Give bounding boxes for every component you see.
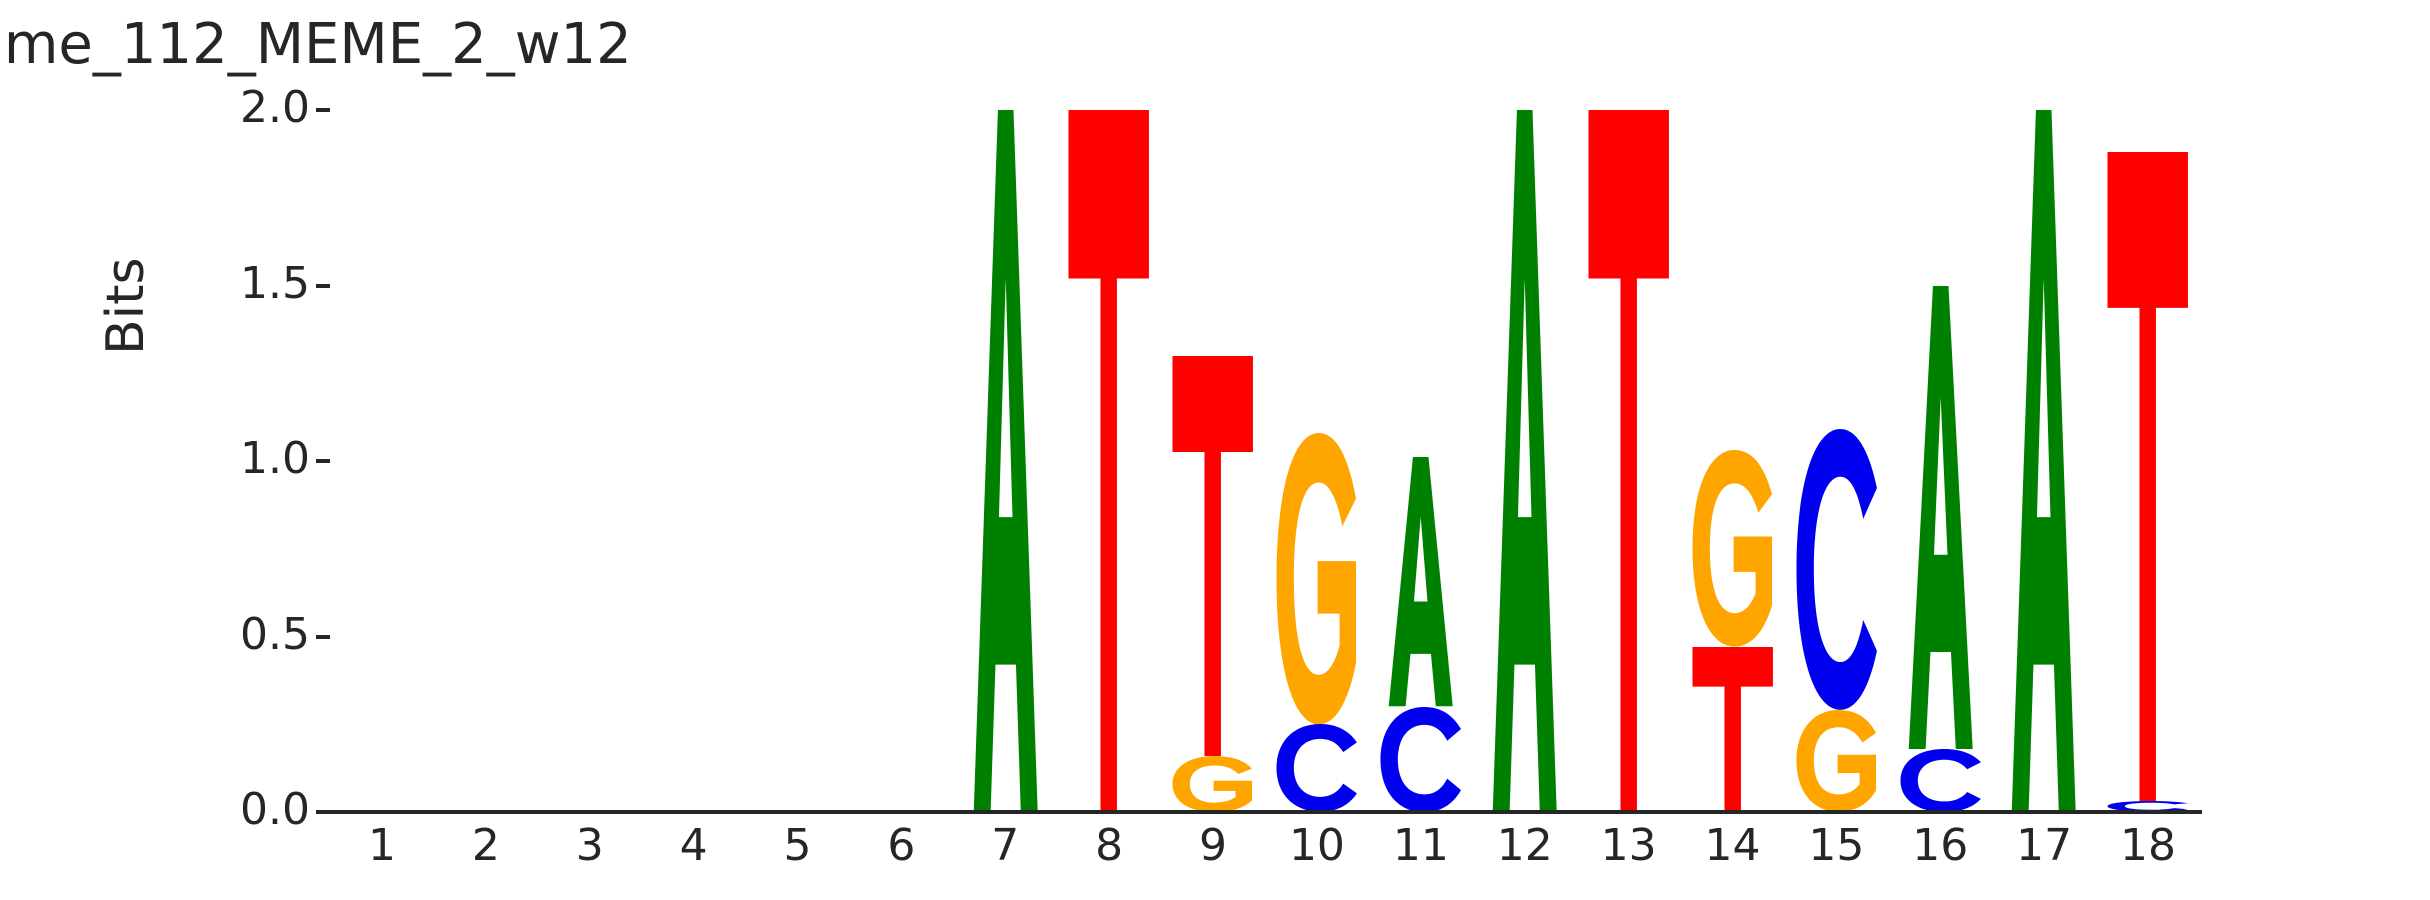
x-tick-label: 14 — [1704, 820, 1761, 871]
y-tick-label: 0.0 — [240, 784, 310, 835]
x-tick-label: 10 — [1288, 820, 1345, 871]
logo-letter-C-position-15 — [1791, 429, 1882, 711]
x-tick-label: 11 — [1392, 820, 1449, 871]
logo-stack-position-7 — [960, 110, 1051, 812]
y-tick-label: 0.5 — [240, 608, 310, 660]
y-tick-mark — [316, 283, 330, 288]
page-title: gimme_112_MEME_2_w12 — [0, 12, 632, 77]
y-tick-label: 2.0 — [240, 82, 310, 133]
x-axis-line — [330, 810, 2202, 814]
logo-letter-T-position-9 — [1167, 355, 1258, 756]
logo-stack-position-2 — [440, 110, 531, 812]
logo-stack-position-5 — [752, 110, 843, 812]
y-tick-mark — [316, 810, 330, 814]
logo-letter-A-position-11 — [1375, 457, 1466, 707]
logo-letter-C-position-11 — [1375, 706, 1466, 812]
logo-stack-position-17 — [1998, 110, 2089, 812]
x-tick-label: 13 — [1600, 820, 1657, 871]
logo-stack-position-6 — [856, 110, 947, 812]
logo-letter-C-position-10 — [1271, 724, 1362, 812]
logo-stack-position-13 — [1583, 110, 1674, 812]
logo-stack-position-15 — [1791, 110, 1882, 812]
logo-stack-position-1 — [336, 110, 427, 812]
logo-letter-G-position-10 — [1271, 432, 1362, 725]
y-axis-label: Bits — [96, 257, 156, 355]
x-tick-label: 4 — [679, 820, 708, 871]
logo-letter-G-position-14 — [1687, 450, 1778, 648]
x-tick-label: 8 — [1095, 820, 1124, 871]
x-tick-label: 6 — [887, 820, 916, 871]
logo-stack-position-4 — [648, 110, 739, 812]
logo-letter-G-position-15 — [1791, 710, 1882, 812]
y-tick-mark — [316, 459, 330, 463]
y-tick-label: 1.5 — [240, 257, 310, 309]
logo-stack-position-9 — [1167, 110, 1258, 812]
logo-letter-A-position-17 — [1998, 110, 2089, 812]
plot-area — [330, 110, 2200, 812]
x-tick-label: 17 — [2016, 820, 2073, 871]
logo-letter-T-position-14 — [1687, 647, 1778, 812]
y-axis-ticks: 0.0 0.5 1.0 1.5 2.0 — [170, 0, 330, 900]
logo-letter-A-position-7 — [960, 110, 1051, 812]
logo-letter-A-position-16 — [1895, 285, 1986, 749]
logo-stack-position-3 — [544, 110, 635, 812]
logo-letter-T-position-18 — [2102, 152, 2193, 802]
logo-letter-G-position-9 — [1167, 755, 1258, 812]
x-tick-label: 7 — [991, 820, 1020, 871]
logo-letter-C-position-18 — [2102, 801, 2193, 812]
x-axis-ticks: 1 2 3 4 5 6 7 8 9 10 11 12 13 14 15 16 17 18 — [330, 824, 2200, 894]
logo-letter-T-position-13 — [1583, 110, 1674, 812]
x-tick-label: 1 — [367, 820, 396, 871]
y-tick-mark — [316, 634, 330, 639]
y-tick-mark — [316, 108, 330, 112]
logo-stack-position-16 — [1895, 110, 1986, 812]
logo-stack-position-10 — [1271, 110, 1362, 812]
logo-letter-A-position-12 — [1479, 110, 1570, 812]
x-tick-label: 18 — [2120, 820, 2177, 871]
logo-stack-position-14 — [1687, 110, 1778, 812]
y-tick-label: 1.0 — [240, 433, 310, 484]
x-tick-label: 2 — [471, 820, 500, 871]
x-tick-label: 15 — [1808, 820, 1865, 871]
logo-letter-C-position-16 — [1895, 748, 1986, 812]
x-tick-label: 16 — [1912, 820, 1969, 871]
x-tick-label: 3 — [575, 820, 604, 871]
x-tick-label: 9 — [1199, 820, 1228, 871]
logo-stack-position-8 — [1063, 110, 1154, 812]
x-tick-label: 12 — [1496, 820, 1553, 871]
logo-letter-T-position-8 — [1063, 110, 1154, 812]
logo-stack-position-18 — [2102, 110, 2193, 812]
x-tick-label: 5 — [783, 820, 812, 871]
logo-stack-position-11 — [1375, 110, 1466, 812]
logo-stack-position-12 — [1479, 110, 1570, 812]
